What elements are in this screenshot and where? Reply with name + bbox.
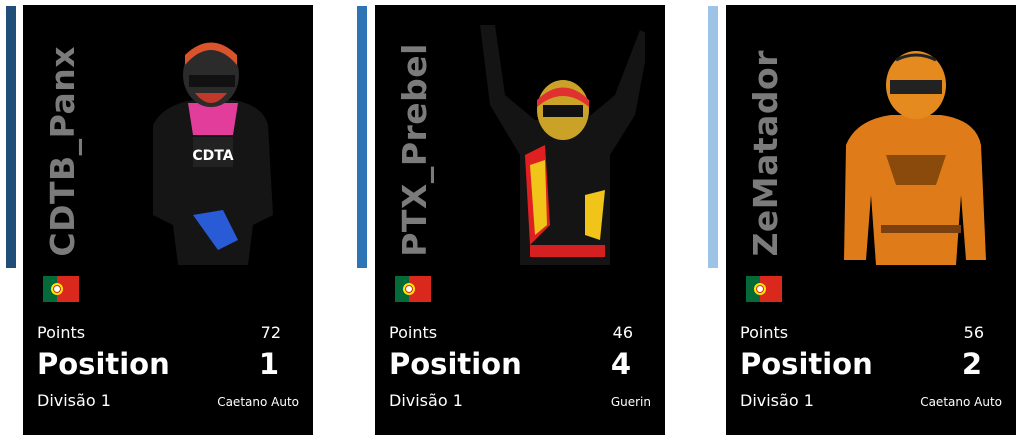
driver-card[interactable]: CDTB_Panx CDTA Points 72 Position 1 Divisã… — [23, 5, 313, 435]
points-label: Points — [740, 323, 789, 342]
driver-name: CDTB_Panx — [43, 46, 82, 257]
points-value: 46 — [612, 323, 633, 342]
points-label: Points — [389, 323, 438, 342]
driver-photo — [844, 51, 986, 265]
position-value: 1 — [258, 347, 279, 381]
team-name: Caetano Auto — [920, 395, 1002, 409]
svg-text:CDTA: CDTA — [192, 148, 233, 164]
position-value: 4 — [610, 347, 631, 381]
card-accent-bar — [6, 6, 16, 268]
portugal-flag-icon — [395, 276, 431, 302]
division-label: Divisão 1 — [37, 391, 111, 410]
division-label: Divisão 1 — [740, 391, 814, 410]
driver-card[interactable]: ZeMatador Points 56 Position 2 Divisão 1 Ca… — [726, 5, 1016, 435]
card-accent-bar — [357, 6, 367, 268]
portugal-flag-icon — [746, 276, 782, 302]
driver-card[interactable]: PTX_Prebel Points 46 Position 4 Divisão 1 G… — [375, 5, 665, 435]
position-label: Position — [389, 347, 522, 381]
position-label: Position — [740, 347, 873, 381]
driver-photo: CDTA — [153, 42, 273, 265]
portugal-flag-icon — [43, 276, 79, 302]
points-value: 56 — [963, 323, 984, 342]
team-name: Guerin — [610, 395, 651, 409]
team-name: Caetano Auto — [217, 395, 299, 409]
driver-name: ZeMatador — [746, 50, 785, 257]
position-label: Position — [37, 347, 170, 381]
division-label: Divisão 1 — [389, 391, 463, 410]
card-accent-bar — [708, 6, 718, 268]
driver-photo — [480, 25, 645, 265]
points-value: 72 — [260, 323, 281, 342]
driver-name: PTX_Prebel — [395, 43, 434, 257]
position-value: 2 — [961, 347, 982, 381]
points-label: Points — [37, 323, 86, 342]
